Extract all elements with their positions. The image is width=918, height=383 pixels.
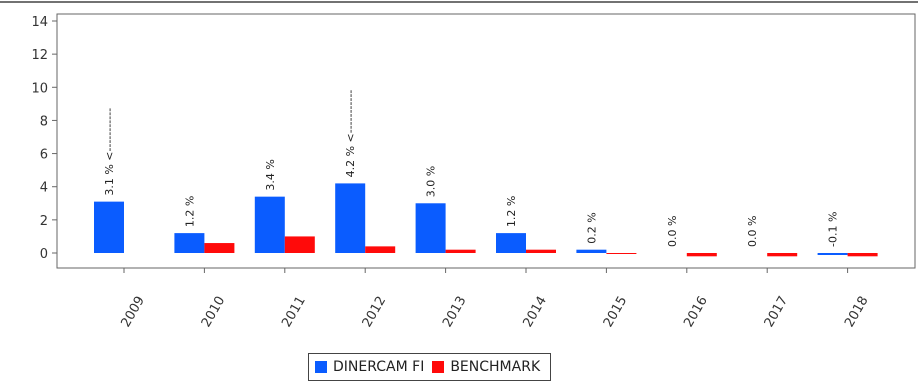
data-label: -0.1 % <box>827 212 840 247</box>
bar-dinercam <box>94 202 124 253</box>
legend-swatch-dinercam <box>315 361 327 373</box>
data-label: 1.2 % <box>505 196 518 227</box>
data-label: 3.1 % <----------- <box>103 108 116 196</box>
bar-benchmark <box>767 253 797 256</box>
bar-dinercam <box>818 253 848 255</box>
bar-benchmark <box>446 250 476 253</box>
bar-benchmark <box>365 246 395 253</box>
bar-dinercam <box>255 197 285 253</box>
data-label: 3.0 % <box>425 166 438 197</box>
bar-benchmark <box>848 253 878 256</box>
y-tick-label: 0 <box>40 247 48 262</box>
x-tick-label: 2009 <box>118 294 148 330</box>
x-tick-label: 2017 <box>762 294 792 330</box>
data-label: 1.2 % <box>183 196 196 227</box>
bar-benchmark <box>526 250 556 253</box>
y-tick-label: 10 <box>31 81 48 96</box>
x-tick-label: 2010 <box>199 294 229 330</box>
bar-dinercam <box>174 233 204 253</box>
bar-dinercam <box>576 250 606 253</box>
bar-benchmark <box>204 243 234 253</box>
plot-frame <box>57 14 915 268</box>
data-label: 0.0 % <box>746 216 759 247</box>
bars-group <box>94 183 878 256</box>
legend-item-dinercam: DINERCAM FI <box>315 359 424 375</box>
x-tick-label: 2014 <box>520 294 550 330</box>
bar-benchmark <box>687 253 717 256</box>
bar-dinercam <box>496 233 526 253</box>
legend: DINERCAM FI BENCHMARK <box>308 353 551 381</box>
bar-dinercam <box>335 183 365 253</box>
bar-dinercam <box>416 203 446 253</box>
x-tick-label: 2012 <box>360 294 390 330</box>
x-axis: 2009 2010 2011 2012 2013 2014 2015 2016 2017 2018 <box>118 268 871 330</box>
y-tick-label: 6 <box>40 148 48 163</box>
x-tick-label: 2011 <box>279 294 309 330</box>
data-label: 3.4 % <box>264 159 277 190</box>
y-tick-label: 14 <box>31 15 48 30</box>
bar-labels-group: 3.1 % <----------- 1.2 % 3.4 % 4.2 % <-----… <box>103 90 840 247</box>
data-label: 0.0 % <box>666 216 679 247</box>
y-axis: 0 2 4 6 8 10 12 14 <box>31 15 57 262</box>
x-tick-label: 2016 <box>681 294 711 330</box>
y-tick-label: 2 <box>40 214 48 229</box>
y-tick-label: 12 <box>31 48 48 63</box>
bar-benchmark <box>606 253 636 254</box>
legend-swatch-benchmark <box>432 361 444 373</box>
data-label: 4.2 % <----------- <box>344 90 357 178</box>
bar-benchmark <box>285 236 315 253</box>
legend-item-benchmark: BENCHMARK <box>432 359 540 375</box>
x-tick-label: 2015 <box>601 294 631 330</box>
y-tick-label: 8 <box>40 114 48 129</box>
legend-label-benchmark: BENCHMARK <box>450 359 540 375</box>
x-tick-label: 2018 <box>842 294 872 330</box>
y-tick-label: 4 <box>40 181 48 196</box>
legend-label-dinercam: DINERCAM FI <box>333 359 424 375</box>
data-label: 0.2 % <box>585 212 598 243</box>
x-tick-label: 2013 <box>440 294 470 330</box>
